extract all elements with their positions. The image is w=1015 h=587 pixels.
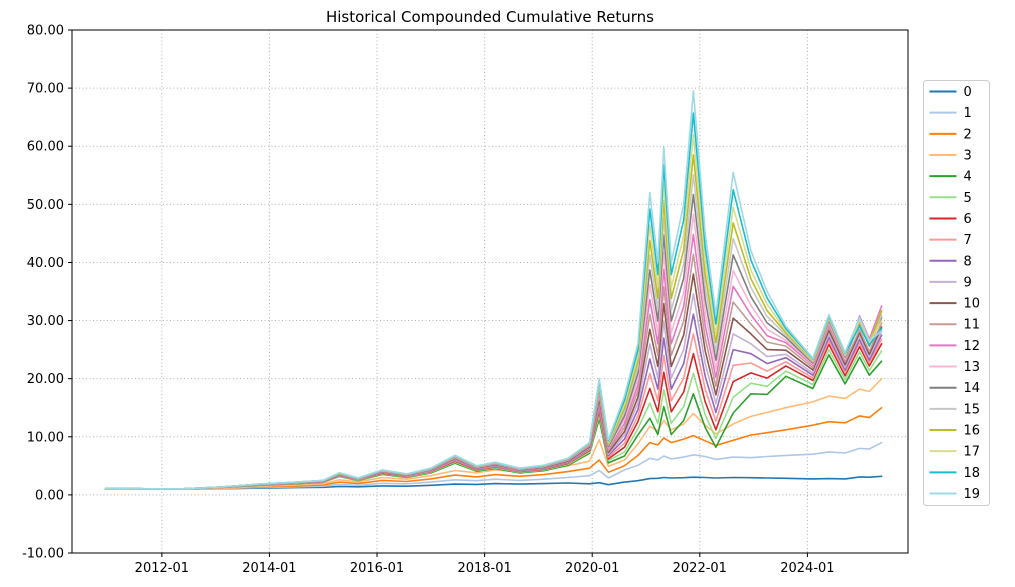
legend-label-15: 15 — [964, 402, 981, 417]
x-tick-label: 2022-01 — [673, 561, 727, 576]
legend-label-12: 12 — [964, 339, 981, 354]
x-tick-label: 2020-01 — [565, 561, 619, 576]
series-line-16 — [104, 154, 883, 490]
legend-label-18: 18 — [964, 466, 981, 481]
y-tick-label: 40.00 — [27, 256, 64, 271]
legend-label-9: 9 — [964, 275, 972, 290]
y-tick-label: 0.00 — [35, 488, 64, 503]
y-tick-label: 80.00 — [27, 24, 64, 39]
y-tick-label: 30.00 — [27, 314, 64, 329]
legend-label-3: 3 — [964, 148, 972, 163]
y-tick-label: -10.00 — [22, 547, 64, 562]
legend-label-1: 1 — [964, 106, 972, 121]
series-line-13 — [104, 213, 883, 490]
x-tick-label: 2024-01 — [780, 561, 834, 576]
chart-title: Historical Compounded Cumulative Returns — [325, 8, 654, 26]
y-tick-label: 70.00 — [27, 82, 64, 97]
series-line-1 — [104, 441, 883, 491]
legend-label-4: 4 — [964, 170, 972, 185]
legend-label-14: 14 — [964, 381, 981, 396]
axes-spines — [71, 29, 909, 554]
legend-label-16: 16 — [964, 424, 981, 439]
legend-label-13: 13 — [964, 360, 981, 375]
legend-label-19: 19 — [964, 487, 981, 502]
series-line-14 — [104, 193, 883, 490]
series-line-19 — [104, 90, 883, 490]
x-tick-label: 2012-01 — [135, 561, 189, 576]
x-tick-label: 2018-01 — [457, 561, 511, 576]
series-line-15 — [104, 173, 883, 490]
legend-label-0: 0 — [964, 85, 972, 100]
series-line-3 — [104, 377, 883, 490]
x-tick-label: 2014-01 — [242, 561, 296, 576]
y-tick-label: 20.00 — [27, 372, 64, 387]
legend-label-5: 5 — [964, 191, 972, 206]
legend-label-10: 10 — [964, 297, 981, 312]
y-tick-label: 60.00 — [27, 140, 64, 155]
y-tick-label: 10.00 — [27, 430, 64, 445]
legend-label-11: 11 — [964, 318, 981, 333]
legend-label-7: 7 — [964, 233, 972, 248]
legend-label-6: 6 — [964, 212, 972, 227]
legend-box — [923, 80, 990, 506]
legend-label-8: 8 — [964, 254, 972, 269]
series-line-11 — [104, 253, 883, 490]
x-tick-label: 2016-01 — [350, 561, 404, 576]
series-line-0 — [104, 475, 883, 491]
legend-label-17: 17 — [964, 445, 981, 460]
legend-label-2: 2 — [964, 127, 972, 142]
y-tick-label: 50.00 — [27, 198, 64, 213]
series-line-9 — [104, 292, 883, 490]
series-line-2 — [104, 406, 883, 491]
